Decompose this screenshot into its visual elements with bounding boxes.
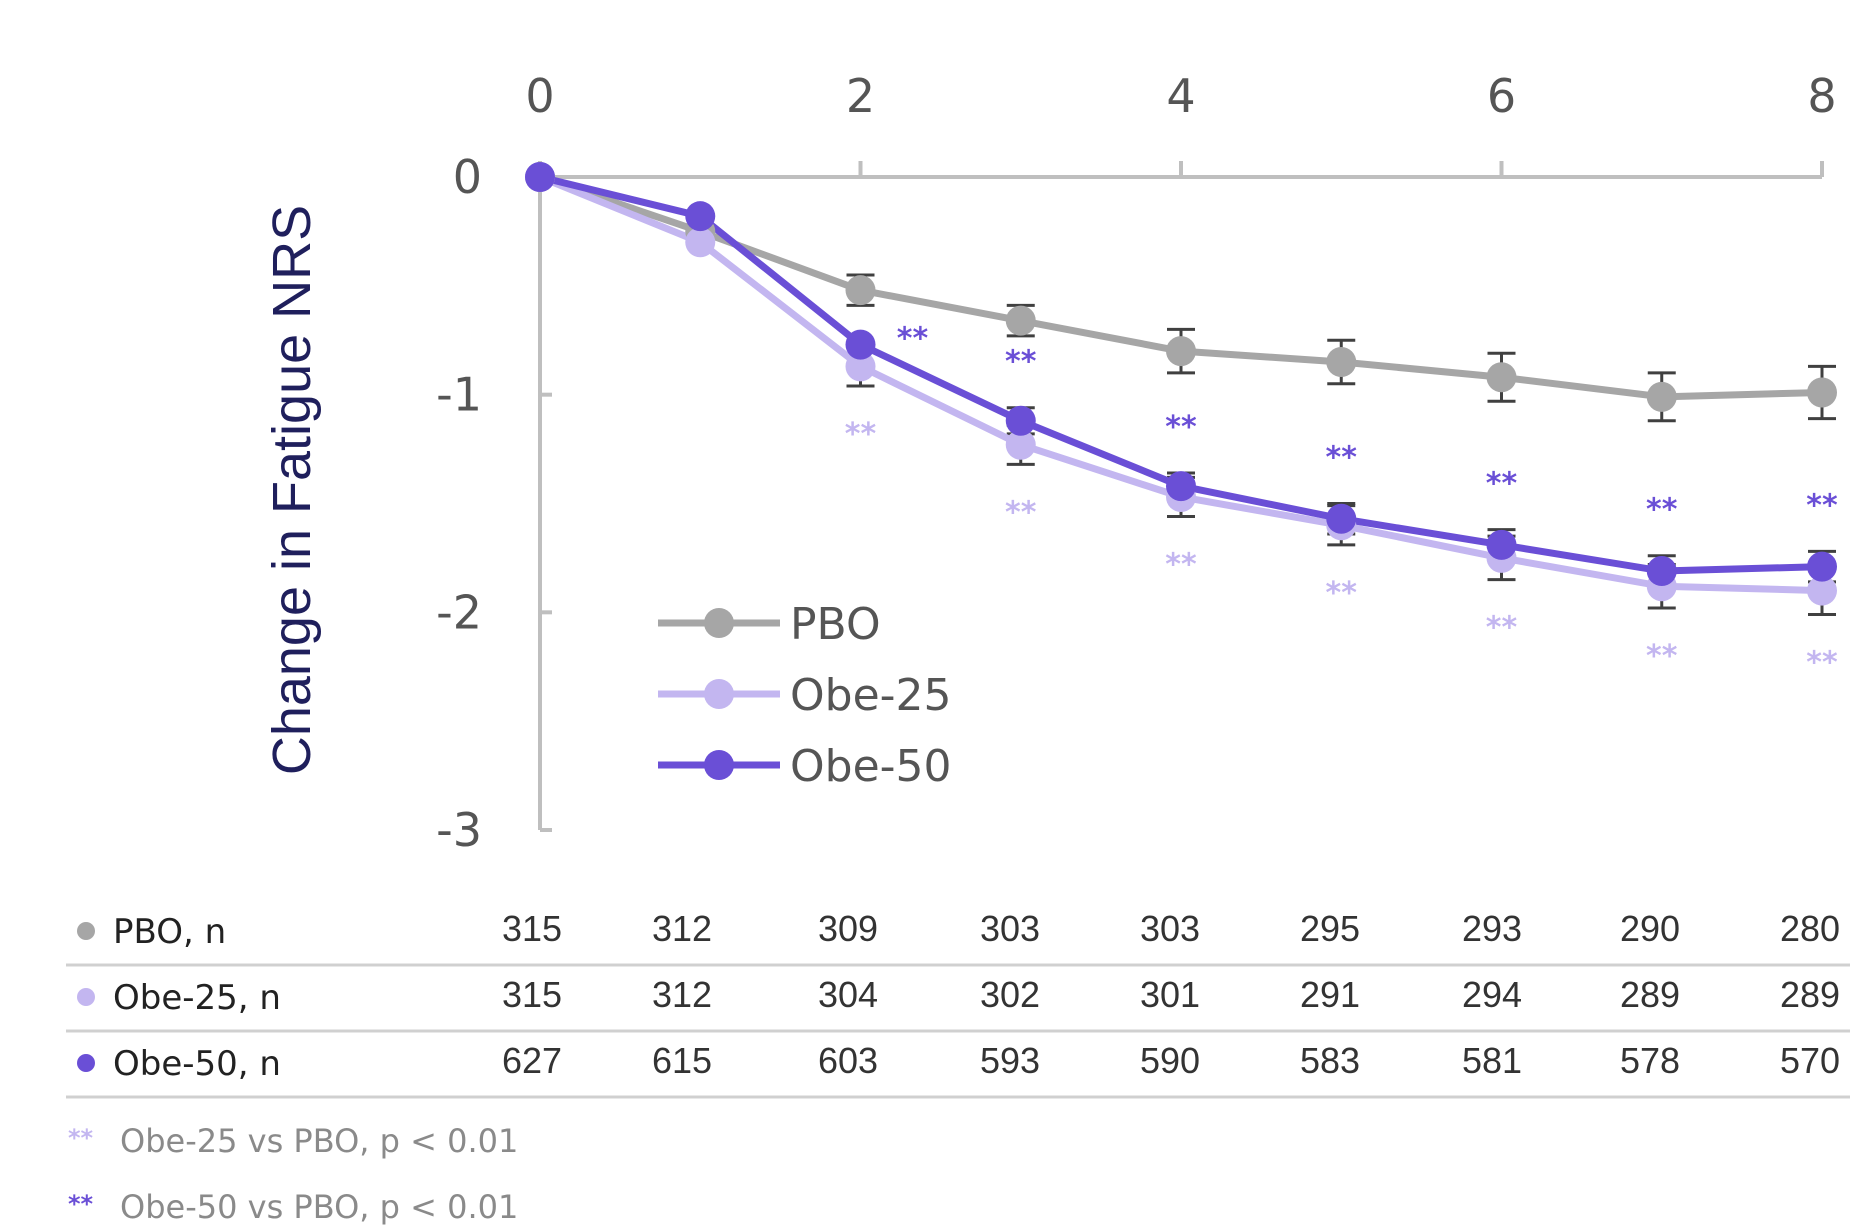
data-point-obe-50	[1486, 529, 1517, 560]
y-tick-label: -3	[436, 803, 482, 857]
data-point-obe-50	[845, 329, 876, 360]
legend-swatch-marker-pbo	[704, 608, 734, 638]
n-cell: 289	[1620, 974, 1680, 1015]
data-point-obe-25	[845, 351, 876, 382]
data-point-obe-25	[685, 227, 716, 258]
x-tick-label: 2	[846, 69, 875, 123]
legend-label-pbo: PBO	[790, 599, 881, 650]
axes: 0 2 4 6 8 0 -1 -2 -3	[436, 69, 1837, 857]
n-cell: 570	[1780, 1040, 1840, 1081]
footnote-text: Obe-25 vs PBO, p < 0.01	[120, 1122, 518, 1160]
n-cell: 301	[1140, 974, 1200, 1015]
footnote-text: Obe-50 vs PBO, p < 0.01	[120, 1188, 518, 1225]
n-cell: 303	[1140, 908, 1200, 949]
y-tick-label: -1	[436, 368, 482, 422]
n-cell: 309	[818, 908, 878, 949]
x-tick-label: 8	[1807, 69, 1836, 123]
n-cell: 291	[1300, 974, 1360, 1015]
n-table: PBO, n 315 312 309 303 303 295 293 290 280 Obe-25,…	[66, 908, 1850, 1099]
data-point-obe-50	[1646, 555, 1677, 586]
x-tick-label: 6	[1487, 69, 1516, 123]
legend-label-obe-50: Obe-50	[790, 741, 952, 792]
data-point-obe-50	[1166, 471, 1196, 502]
n-cell: 627	[502, 1040, 562, 1081]
n-cell: 304	[818, 974, 878, 1015]
n-cell: 578	[1620, 1040, 1680, 1081]
n-cell: 603	[818, 1040, 878, 1081]
legend: PBO Obe-25 Obe-50	[658, 599, 952, 792]
n-cell: 295	[1300, 908, 1360, 949]
series-points	[525, 162, 1837, 606]
significance-marker-obe-25: **	[1486, 611, 1518, 646]
data-point-obe-50	[525, 162, 555, 192]
n-cell: 593	[980, 1040, 1040, 1081]
x-tick-label: 4	[1166, 69, 1195, 123]
n-row-dot-obe-50-n	[77, 1054, 95, 1072]
data-point-pbo	[845, 275, 876, 306]
footnote-marker: **	[68, 1190, 94, 1218]
y-axis-title: Change in Fatigue NRS	[262, 205, 322, 775]
n-cell: 294	[1462, 974, 1522, 1015]
series-lines	[538, 173, 1823, 595]
footnotes: ** Obe-25 vs PBO, p < 0.01 ** Obe-50 vs PBO…	[68, 1122, 518, 1225]
significance-marker-obe-25: **	[1326, 576, 1358, 611]
n-cell: 280	[1780, 908, 1840, 949]
data-point-pbo	[1166, 336, 1196, 367]
significance-marker-obe-25: **	[1806, 646, 1838, 681]
significance-marker-obe-50: **	[1486, 467, 1518, 502]
n-cell: 302	[980, 974, 1040, 1015]
y-tick-label: 0	[453, 150, 482, 204]
n-cell: 581	[1462, 1040, 1522, 1081]
n-cell: 315	[502, 908, 562, 949]
n-row-dot-pbo-n	[77, 922, 95, 940]
data-point-obe-50	[685, 201, 716, 232]
n-cell: 312	[652, 974, 712, 1015]
n-cell: 315	[502, 974, 562, 1015]
significance-marker-obe-50: **	[1806, 488, 1838, 523]
significance-marker-obe-50: **	[897, 322, 929, 357]
significance-marker-obe-50: **	[1165, 410, 1197, 445]
significance-marker-obe-25: **	[1165, 548, 1197, 583]
n-row-label: PBO, n	[113, 912, 226, 952]
significance-marker-obe-50: **	[1646, 493, 1678, 528]
data-point-obe-25	[1807, 575, 1837, 606]
n-cell: 590	[1140, 1040, 1200, 1081]
data-point-pbo	[1005, 305, 1036, 336]
n-cell: 583	[1300, 1040, 1360, 1081]
n-row-label: Obe-50, n	[113, 1044, 281, 1084]
n-cell: 290	[1620, 908, 1680, 949]
footnote-marker: **	[68, 1124, 94, 1152]
legend-swatch-marker-obe-25	[704, 679, 734, 709]
significance-marker-obe-50: **	[1005, 345, 1037, 380]
x-axis-title: Weeks	[1016, 0, 1163, 8]
data-point-obe-50	[1326, 503, 1357, 534]
legend-swatch-marker-obe-50	[704, 750, 734, 780]
data-point-obe-50	[1005, 405, 1036, 436]
data-point-obe-25	[1005, 429, 1036, 460]
data-point-pbo	[1486, 362, 1517, 393]
n-cell: 303	[980, 908, 1040, 949]
n-cell: 615	[652, 1040, 712, 1081]
n-cell: 312	[652, 908, 712, 949]
data-point-pbo	[1326, 347, 1357, 378]
significance-markers: ** ** ** ** ** ** ** ** ** ** ** ** ** **	[845, 322, 1838, 681]
n-row-dot-obe-25-n	[77, 988, 95, 1006]
data-point-obe-50	[1807, 551, 1837, 582]
n-cell: 293	[1462, 908, 1522, 949]
significance-marker-obe-50: **	[1326, 441, 1358, 476]
significance-marker-obe-25: **	[1005, 495, 1037, 530]
data-point-pbo	[1646, 381, 1677, 412]
n-row-label: Obe-25, n	[113, 978, 281, 1018]
x-tick-label: 0	[525, 69, 554, 123]
significance-marker-obe-25: **	[1646, 639, 1678, 674]
n-cell: 289	[1780, 974, 1840, 1015]
y-tick-label: -2	[436, 585, 482, 639]
significance-marker-obe-25: **	[845, 417, 877, 452]
legend-label-obe-25: Obe-25	[790, 670, 952, 721]
data-point-pbo	[1807, 377, 1837, 408]
